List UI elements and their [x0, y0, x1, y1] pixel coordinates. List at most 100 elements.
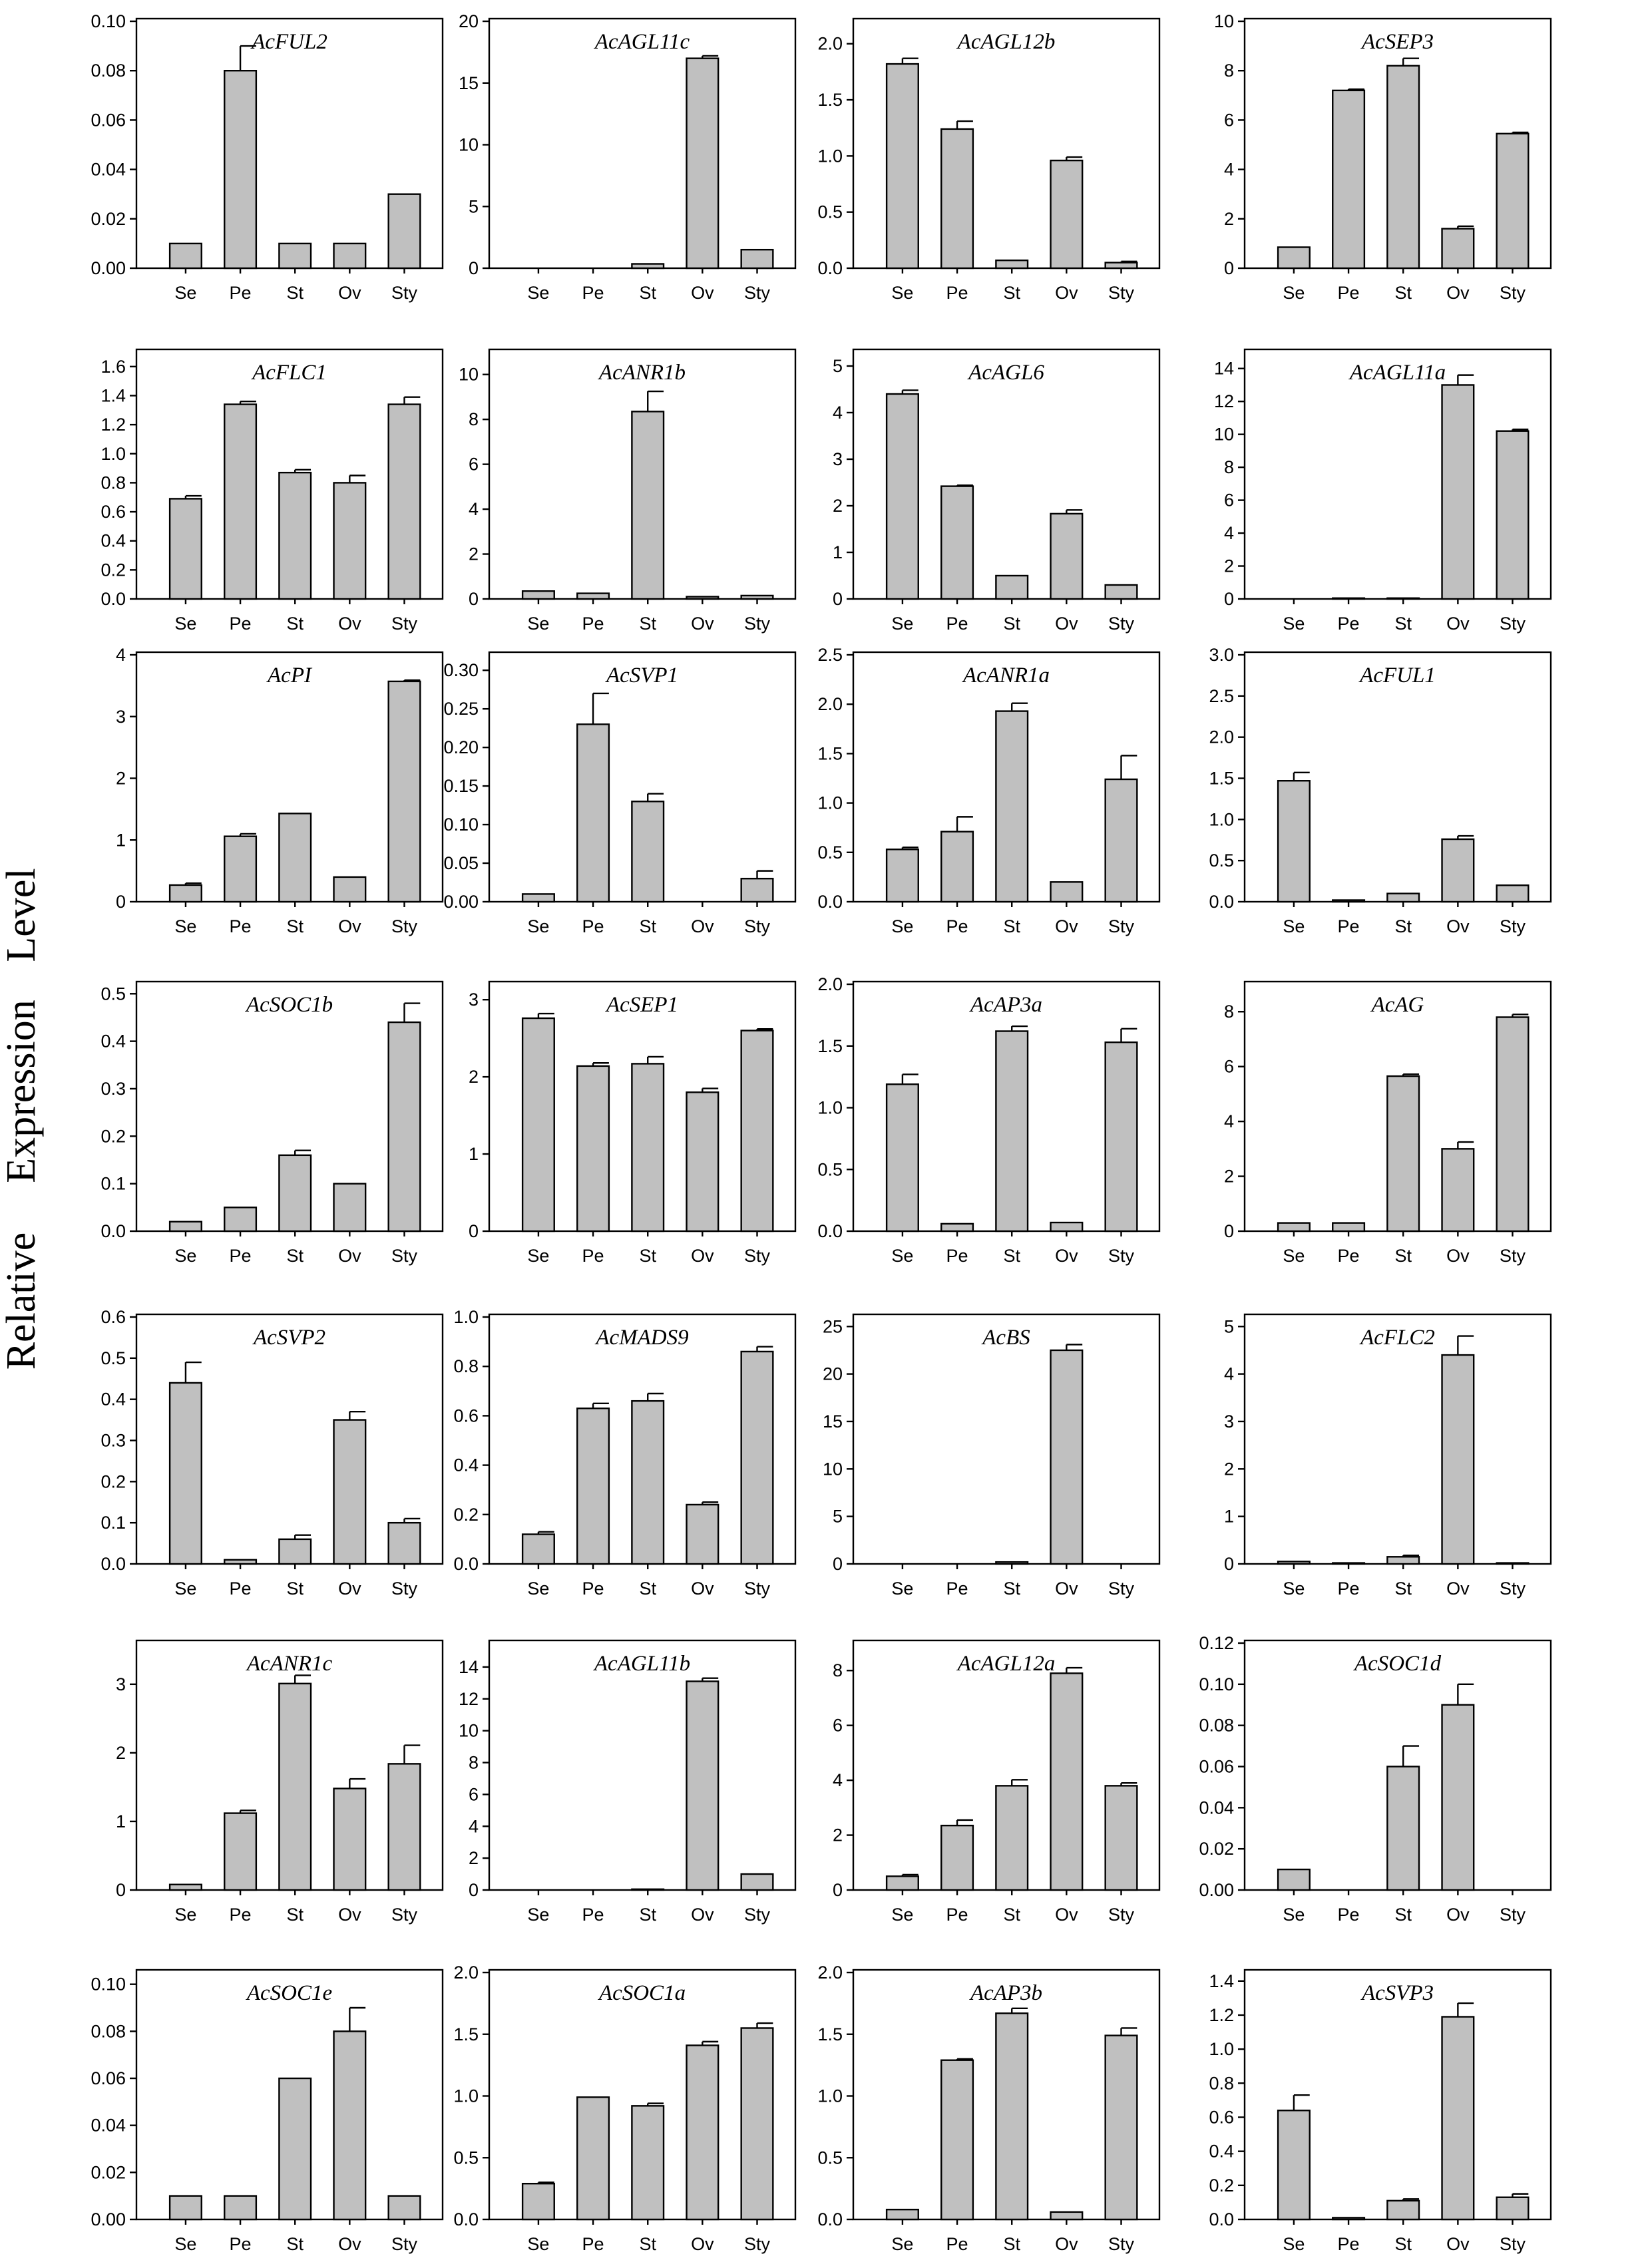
panel-title: AcAGL11c [594, 30, 690, 54]
bar-Ov [1441, 384, 1475, 600]
x-tick-label-Pe: Pe [582, 2234, 604, 2254]
panel-title: AcSEP3 [1360, 30, 1434, 54]
x-tick-label-St: St [1394, 1246, 1412, 1266]
x-tick-label-Se: Se [891, 283, 913, 303]
bar-Se [885, 2208, 919, 2221]
x-tick-label-St: St [286, 2234, 304, 2254]
y-tick-label: 0.5 [101, 984, 126, 1004]
bar-Sty [740, 594, 774, 600]
y-tick-label: 4 [1224, 1364, 1234, 1384]
y-tick-label: 1.0 [453, 2086, 479, 2106]
x-tick-label-St: St [639, 283, 656, 303]
x-tick-label-Pe: Pe [1338, 283, 1360, 303]
panel-AcSOC1d: AcSOC1d 0.00 0.02 0.04 0.06 0.08 0.10 0.12 Se Pe S… [1199, 1633, 1552, 1925]
bar-Sty [740, 1350, 774, 1565]
panel-AcSVP3: AcSVP3 0.0 0.2 0.4 0.6 0.8 1.0 1.2 1.4 Se Pe St Ov St… [1209, 1969, 1552, 2254]
x-tick-label-St: St [639, 1246, 656, 1266]
bar-Sty [387, 1521, 421, 1565]
bar-Pe [224, 1207, 258, 1232]
x-tick-label-Sty: Sty [744, 1905, 771, 1925]
bar-Pe [1332, 1222, 1366, 1232]
x-tick-label-Pe: Pe [946, 1579, 968, 1599]
bar-Ov [333, 1788, 367, 1891]
y-tick-label: 2 [833, 496, 843, 516]
y-tick-label: 0 [469, 1221, 479, 1241]
bar-Ov [1050, 1221, 1084, 1232]
bar-Pe [224, 1812, 258, 1891]
x-tick-label-Se: Se [174, 614, 196, 634]
y-tick-label: 0.04 [1199, 1797, 1234, 1817]
panel-frame [488, 17, 797, 270]
y-tick-label: 8 [469, 409, 479, 429]
bar-Se [1277, 1868, 1311, 1891]
bar-Sty [740, 1873, 774, 1891]
y-tick-label: 3.0 [1209, 645, 1234, 665]
x-tick-label-Se: Se [891, 1246, 913, 1266]
y-tick-label: 20 [823, 1364, 843, 1384]
ylabel-word-relative: Relative [0, 1232, 44, 1370]
y-tick-label: 0 [116, 1880, 126, 1900]
panel-title: AcSVP3 [1360, 1981, 1434, 2005]
x-tick-label-Sty: Sty [1500, 1246, 1526, 1266]
x-tick-label-Ov: Ov [1055, 1246, 1078, 1266]
y-tick-label: 0.25 [443, 699, 479, 719]
y-tick-label: 0.00 [443, 892, 479, 912]
y-tick-label: 0.0 [817, 1221, 843, 1241]
bar-Se [168, 1883, 202, 1891]
bar-Ov [333, 1183, 367, 1232]
panel-frame [488, 1639, 797, 1891]
y-tick-label: 0.0 [453, 2209, 479, 2229]
panel-AcAGL11a: AcAGL11a 0 2 4 6 8 10 12 14 Se Pe St Ov Sty [1214, 348, 1552, 634]
y-tick-label: 5 [833, 356, 843, 376]
y-tick-label: 0.08 [91, 2021, 126, 2041]
y-tick-label: 0.6 [101, 1307, 126, 1327]
y-tick-label: 10 [1214, 425, 1234, 445]
panel-AcSOC1b: AcSOC1b 0.0 0.1 0.2 0.3 0.4 0.5 Se Pe St Ov Sty [101, 980, 444, 1266]
bar-Sty [387, 1021, 421, 1232]
x-tick-label-Sty: Sty [391, 283, 418, 303]
bar-St [278, 471, 312, 600]
x-tick-label-St: St [1394, 916, 1412, 936]
bar-Ov [1441, 1354, 1475, 1565]
y-tick-label: 0.0 [1209, 892, 1234, 912]
x-tick-label-Sty: Sty [391, 614, 418, 634]
panel-title: AcSVP1 [605, 663, 678, 687]
bar-Se [885, 1875, 919, 1891]
x-tick-label-Pe: Pe [1338, 916, 1360, 936]
panel-AcANR1a: AcANR1a 0.0 0.5 1.0 1.5 2.0 2.5 Se Pe St Ov Sty [817, 645, 1161, 936]
y-tick-label: 6 [1224, 490, 1234, 510]
y-tick-label: 1 [469, 1144, 479, 1164]
bar-Se [1277, 1222, 1311, 1232]
x-tick-label-St: St [286, 1905, 304, 1925]
y-tick-label: 2.0 [1209, 727, 1234, 747]
y-tick-label: 3 [116, 707, 126, 727]
bar-Pe [576, 1408, 610, 1565]
x-tick-label-Sty: Sty [1108, 1905, 1135, 1925]
bar-Se [1277, 780, 1311, 903]
y-tick-label: 1.0 [817, 793, 843, 813]
panel-AcSEP3: AcSEP3 0 2 4 6 8 10 Se Pe St Ov Sty [1214, 11, 1552, 303]
panel-title: AcSVP2 [252, 1326, 325, 1350]
y-tick-label: 1.0 [453, 1307, 479, 1327]
x-tick-label-Pe: Pe [946, 614, 968, 634]
bar-Se [521, 1533, 555, 1565]
panel-AcMADS9: AcMADS9 0.0 0.2 0.4 0.6 0.8 1.0 Se Pe St Ov Sty [453, 1307, 797, 1599]
x-tick-label-Se: Se [174, 283, 196, 303]
y-tick-label: 5 [833, 1507, 843, 1527]
y-tick-label: 0.20 [443, 737, 479, 757]
bar-Sty [1496, 132, 1530, 270]
x-tick-label-Ov: Ov [338, 1905, 361, 1925]
y-tick-label: 4 [833, 403, 843, 423]
x-tick-label-Pe: Pe [230, 283, 252, 303]
x-tick-label-St: St [286, 1579, 304, 1599]
x-tick-label-Pe: Pe [1338, 1579, 1360, 1599]
panel-title: AcFLC1 [251, 361, 327, 385]
panel-AcFLC1: AcFLC1 0.0 0.2 0.4 0.6 0.8 1.0 1.2 1.4 1.6 Se Pe St O… [101, 348, 444, 634]
x-tick-label-Pe: Pe [230, 1905, 252, 1925]
y-tick-label: 1.4 [1209, 1971, 1234, 1991]
panel-AcFUL2: AcFUL2 0.00 0.02 0.04 0.06 0.08 0.10 Se Pe St Ov St… [91, 11, 444, 303]
y-tick-label: 15 [823, 1412, 843, 1431]
x-tick-label-Se: Se [174, 916, 196, 936]
y-tick-label: 1.2 [101, 415, 126, 435]
